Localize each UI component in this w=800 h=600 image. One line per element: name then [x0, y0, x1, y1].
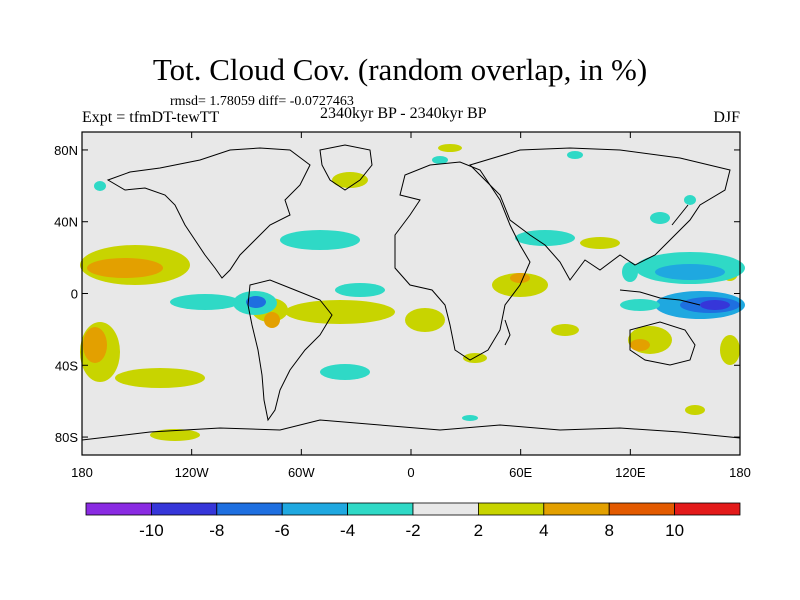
anomaly-patch — [720, 335, 740, 365]
colorbar-swatch — [347, 502, 414, 516]
colorbar-label: 10 — [665, 521, 684, 540]
anomaly-patch — [463, 353, 487, 363]
anomaly-patch — [94, 181, 106, 191]
colorbar-label: -4 — [340, 521, 355, 540]
south-america-outline — [247, 279, 333, 422]
anomaly-patch — [630, 339, 650, 351]
colorbar-swatch — [674, 502, 741, 516]
lat-tick-label: 40S — [55, 358, 78, 373]
colorbar-swatch — [216, 502, 283, 516]
anomaly-patch — [551, 324, 579, 336]
colorbar-label: -8 — [209, 521, 224, 540]
anomaly-patch — [685, 405, 705, 415]
colorbar-label: 4 — [539, 521, 548, 540]
plot-title: Tot. Cloud Cov. (random overlap, in %) — [152, 52, 648, 87]
madagascar-outline — [504, 319, 511, 346]
antarctica-outline — [81, 419, 741, 441]
lat-axis: 80N 40N 0 40S 80S — [54, 143, 740, 445]
anomaly-patch — [405, 308, 445, 332]
greenland-outline — [319, 144, 373, 191]
anomaly-patch — [515, 230, 575, 246]
anomaly-patch — [335, 283, 385, 297]
lon-tick-label: 60E — [509, 465, 532, 480]
map-background — [82, 132, 740, 455]
anomaly-patch — [438, 144, 462, 152]
anomaly-patch — [684, 195, 696, 205]
anomaly-patch — [320, 364, 370, 380]
anomaly-patch — [510, 273, 530, 283]
colorbar-label: 2 — [474, 521, 483, 540]
lon-tick-label: 180 — [729, 465, 751, 480]
anomaly-patch — [264, 312, 280, 328]
colorbar-swatch — [412, 502, 479, 516]
anomaly-patch — [83, 327, 107, 363]
anomaly-patch — [246, 296, 266, 308]
colorbar-swatch — [281, 502, 349, 516]
lon-tick-label: 180 — [71, 465, 93, 480]
colorbar-swatch — [150, 502, 218, 516]
anomaly-patch — [285, 300, 395, 324]
north-america-outline — [106, 147, 311, 279]
anomaly-patch — [332, 172, 368, 188]
colorbar-label: 8 — [604, 521, 613, 540]
anomaly-patch — [700, 300, 730, 310]
anomaly-patch — [280, 230, 360, 250]
colorbar-swatch — [543, 502, 610, 516]
lon-tick-label: 120E — [615, 465, 646, 480]
australia-outline — [629, 321, 696, 366]
season-label: DJF — [713, 109, 740, 126]
anomaly-patch — [432, 156, 448, 164]
lat-tick-label: 0 — [71, 287, 78, 302]
lon-axis: 180 120W 60W 0 60E 120E 180 — [71, 132, 751, 480]
stats-text: rmsd= 1.78059 diff= -0.0727463 — [170, 94, 354, 109]
japan-outline — [671, 204, 689, 226]
anomaly-patch — [115, 368, 205, 388]
coastlines — [81, 144, 741, 441]
colorbar-label: -6 — [275, 521, 290, 540]
colorbar-swatch — [608, 502, 676, 516]
period-label: 2340kyr BP - 2340kyr BP — [320, 105, 487, 122]
indonesia-outline — [619, 289, 701, 306]
anomaly-patch — [462, 415, 478, 421]
colorbar-label: -10 — [139, 521, 164, 540]
anomaly-patch — [655, 264, 725, 280]
negative-anomalies — [94, 151, 745, 421]
lon-tick-label: 60W — [288, 465, 315, 480]
anomaly-patch — [622, 262, 638, 282]
anomaly-patch — [567, 151, 583, 159]
anomaly-patch — [650, 212, 670, 224]
europe-africa-outline — [394, 161, 531, 361]
colorbar-swatch — [85, 502, 152, 516]
asia-outline — [469, 147, 731, 281]
lat-tick-label: 80S — [55, 430, 78, 445]
anomaly-patch — [87, 258, 163, 278]
lon-tick-label: 120W — [175, 465, 210, 480]
lon-tick-label: 0 — [407, 465, 414, 480]
anomaly-patch — [620, 299, 660, 311]
anomaly-patch — [170, 294, 240, 310]
colorbar-swatch — [477, 502, 545, 516]
experiment-label: Expt = tfmDT-tewTT — [82, 109, 220, 126]
lat-tick-label: 40N — [54, 215, 78, 230]
anomaly-patch — [150, 429, 200, 441]
lat-tick-label: 80N — [54, 143, 78, 158]
anomaly-patch — [580, 237, 620, 249]
colorbar-label: -2 — [405, 521, 420, 540]
